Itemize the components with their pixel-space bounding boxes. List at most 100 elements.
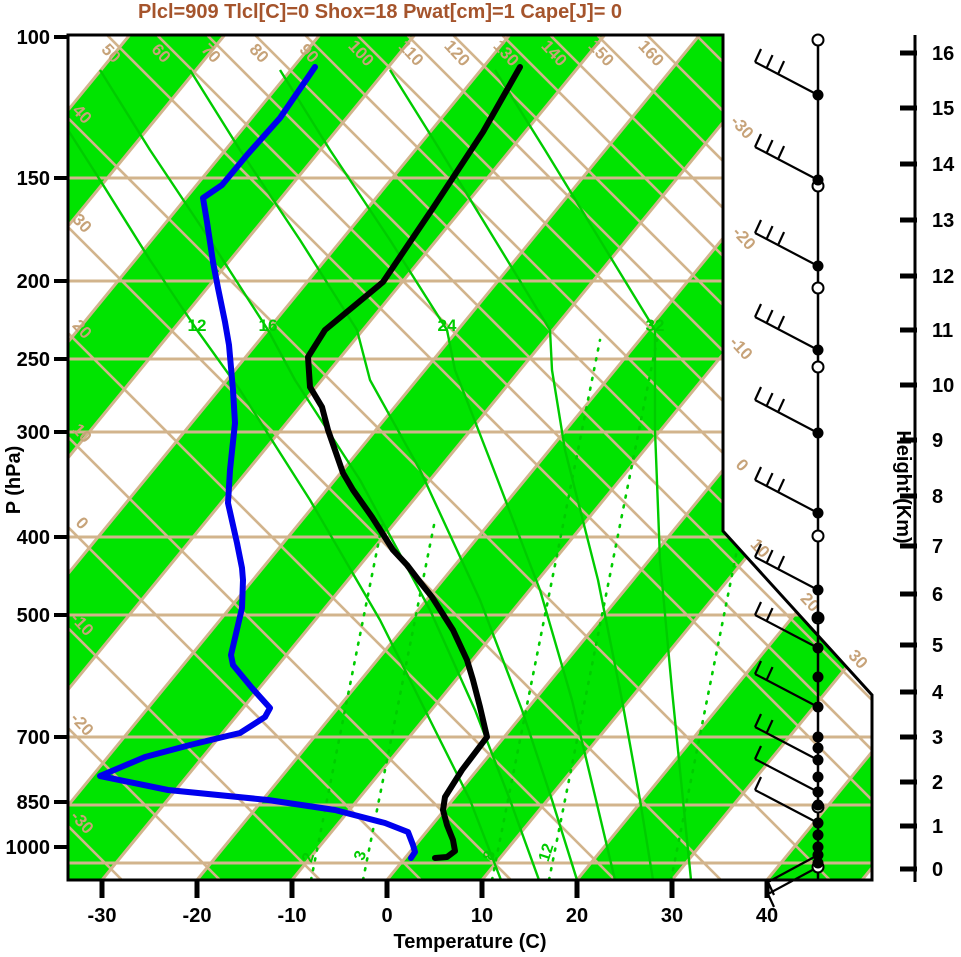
isotherm-line — [670, 35, 872, 880]
isotherm-label: -20 — [729, 223, 760, 254]
wind-level-dot — [812, 786, 824, 798]
temperature-tick-label: 10 — [471, 905, 493, 927]
wind-barb-tick — [777, 315, 786, 330]
wind-barb-shaft — [754, 556, 819, 591]
sounding-profiles — [97, 64, 523, 861]
wind-level-dot — [812, 671, 824, 683]
wind-level-dot — [812, 701, 824, 713]
temperature-tick-label: -30 — [88, 905, 117, 927]
moist-adiabat-label: 32 — [646, 316, 665, 335]
wind-level-dot — [812, 771, 824, 783]
wind-level-dot — [812, 731, 824, 743]
pressure-tick-label: 1000 — [6, 837, 51, 859]
wind-level-dot — [812, 857, 824, 869]
moist-adiabat-line — [493, 69, 693, 880]
wind-barb-shaft — [754, 61, 819, 96]
wind-barb-tick — [765, 607, 774, 622]
mixing-ratio-line — [490, 338, 602, 880]
temperature-curve — [305, 64, 523, 861]
pressure-axis-title: P (hPa) — [3, 446, 25, 515]
pressure-tick-label: 400 — [17, 527, 50, 549]
wind-barb-tick — [754, 219, 762, 234]
mixing-ratio-line — [309, 518, 385, 880]
moist-adiabat-label: 24 — [438, 316, 457, 335]
dry-adiabat-line — [549, 35, 872, 880]
wind-level-dot — [812, 754, 824, 766]
wind-barb-tick — [754, 660, 762, 675]
temperature-tick-label: 0 — [381, 905, 392, 927]
wind-level-dot — [812, 642, 824, 654]
moist-adiabat-line — [388, 69, 655, 880]
isotherm-line — [575, 35, 872, 880]
wind-barb-tick — [777, 231, 786, 246]
height-tick-label: 9 — [932, 430, 943, 452]
wind-barb-tick — [765, 225, 774, 240]
mixing-ratio-label: 12 — [536, 841, 558, 863]
wind-barb-tick — [754, 543, 762, 558]
isotherm-label: -10 — [726, 333, 757, 364]
dry-adiabat-line — [156, 35, 872, 880]
wind-barb-shaft — [754, 316, 819, 351]
pressure-tick-label: 700 — [17, 727, 50, 749]
wind-barb-tick — [777, 398, 786, 413]
isotherm-line — [68, 35, 226, 880]
green-band — [68, 35, 415, 880]
dry-adiabat-line — [254, 35, 872, 880]
pressure-tick-label: 250 — [17, 349, 50, 371]
height-tick-label: 8 — [932, 486, 943, 508]
moist-adiabat-label: 12 — [188, 316, 207, 335]
height-tick-label: 11 — [932, 320, 953, 342]
wind-barb-tick — [754, 745, 762, 760]
wind-barb-tick — [754, 601, 762, 616]
height-tick-label: 12 — [932, 266, 954, 288]
height-tick-label: 16 — [932, 43, 954, 65]
pressure-tick-label: 850 — [17, 792, 50, 814]
temperature-axis-title: Temperature (C) — [394, 931, 547, 953]
dry-adiabat-line — [68, 727, 221, 880]
dewpoint-curve — [97, 64, 418, 861]
moist-adiabat-line — [68, 129, 503, 880]
pressure-tick-label: 300 — [17, 422, 50, 444]
wind-level-dot — [812, 742, 824, 754]
moist-adiabat-label: 16 — [259, 316, 278, 335]
wind-level-dot — [812, 507, 824, 519]
wind-level-dot — [812, 799, 824, 811]
wind-level-open-dot — [811, 529, 825, 543]
isotherm-line — [68, 35, 321, 880]
wind-barb-tick — [754, 776, 762, 791]
plot-border — [66, 33, 874, 882]
green-labels: 12 16 24 322 3 8 12 — [188, 316, 665, 864]
dry-adiabat-label: 160 — [634, 36, 667, 70]
mixing-ratio-label: 3 — [351, 849, 370, 863]
isotherm-label: 0 — [732, 455, 752, 475]
wind-level-dot — [812, 829, 824, 841]
wind-level-dot — [812, 89, 824, 101]
wind-level-open-dot — [811, 33, 825, 47]
wind-barb-tick — [777, 60, 786, 75]
wind-barb-tick — [777, 555, 786, 570]
wind-barb-tick — [765, 309, 774, 324]
height-axis-title: Height (Km) — [892, 430, 914, 543]
temperature-tick-label: 30 — [661, 905, 683, 927]
wind-barb-shaft — [754, 614, 819, 649]
wind-level-dot — [812, 427, 824, 439]
dry-adiabat-line — [68, 332, 616, 880]
wind-barb-shaft — [754, 479, 819, 514]
wind-barb-tick — [754, 133, 762, 148]
wind-barb-shaft — [754, 146, 819, 181]
pressure-tick-label: 200 — [17, 271, 50, 293]
wind-level-dot — [812, 817, 824, 829]
pressure-tick-label: 150 — [17, 168, 50, 190]
wind-barb-tick — [765, 392, 774, 407]
height-tick-label: 10 — [932, 375, 954, 397]
wind-barb-shaft — [754, 399, 819, 434]
temperature-tick-label: 20 — [566, 905, 588, 927]
isotherm-line — [68, 35, 701, 880]
pressure-tick-label: 500 — [17, 605, 50, 627]
wind-barb-shaft — [754, 232, 819, 267]
wind-barb-tick — [777, 478, 786, 493]
wind-barb-shaft — [754, 758, 819, 793]
dry-adiabat-label: 80 — [246, 40, 273, 67]
wind-barb-tick — [754, 303, 762, 318]
